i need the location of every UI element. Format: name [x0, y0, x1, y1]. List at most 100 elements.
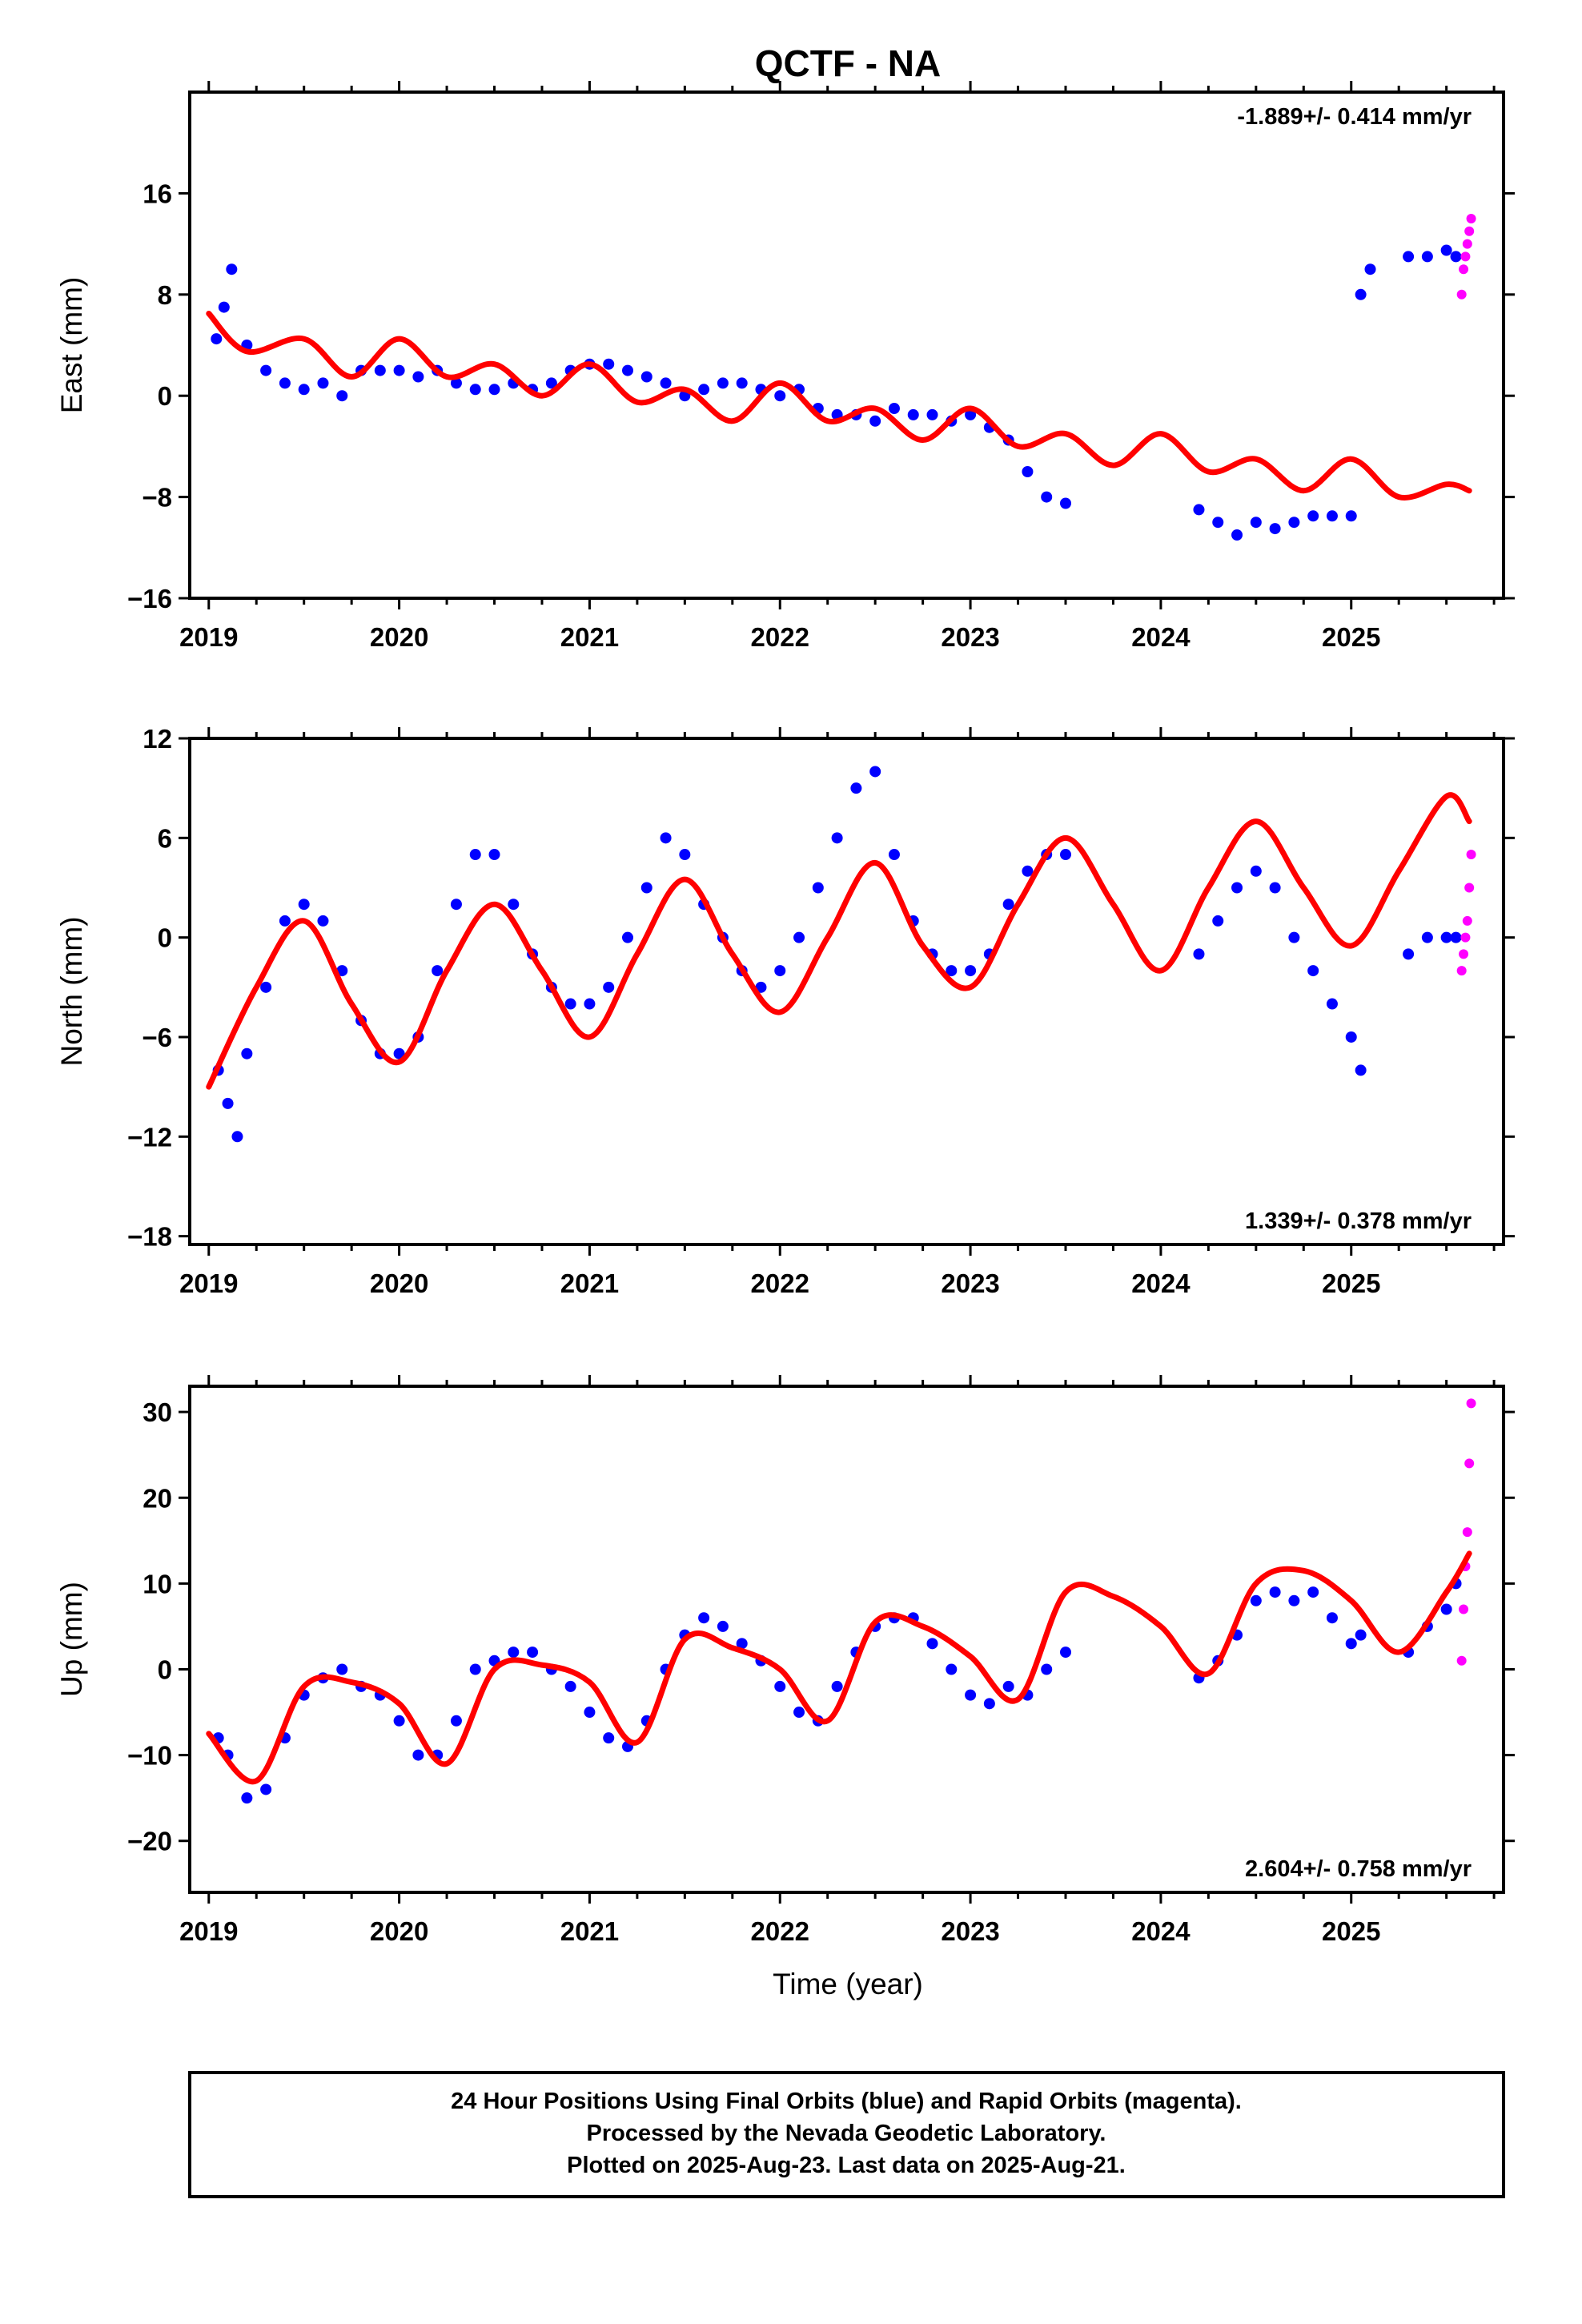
north-final-point — [1022, 865, 1034, 877]
footer-line-1: 24 Hour Positions Using Final Orbits (bl… — [451, 2089, 1242, 2114]
footer-line-3: Plotted on 2025-Aug-23. Last data on 202… — [567, 2153, 1126, 2178]
up-final-point — [1060, 1647, 1071, 1659]
east-final-point — [1345, 510, 1357, 522]
east-x-tick-label: 2023 — [941, 622, 999, 652]
up-final-point — [393, 1715, 405, 1727]
up-rapid-point — [1456, 1655, 1467, 1666]
east-final-point — [1403, 251, 1415, 263]
north-final-point — [1421, 931, 1433, 943]
up-y-tick-label: 0 — [158, 1655, 172, 1684]
up-final-point — [241, 1792, 253, 1804]
east-y-tick-label: −16 — [127, 584, 172, 613]
north-final-point — [755, 981, 767, 993]
north-final-point — [508, 899, 520, 911]
up-y-tick-label: −10 — [127, 1741, 172, 1771]
up-x-tick-label: 2025 — [1322, 1916, 1380, 1946]
east-final-point — [279, 377, 291, 389]
up-final-point — [774, 1680, 786, 1692]
east-rapid-point — [1459, 264, 1469, 275]
east-rapid-point — [1462, 239, 1472, 249]
north-final-point — [1231, 882, 1243, 894]
east-final-point — [888, 403, 900, 414]
north-x-tick-label: 2023 — [941, 1269, 999, 1298]
north-final-point — [850, 782, 862, 794]
north-final-point — [241, 1047, 253, 1059]
east-final-point — [1421, 251, 1433, 263]
east-y-tick-label: −8 — [142, 483, 172, 513]
east-x-tick-label: 2025 — [1322, 622, 1380, 652]
north-final-point — [1002, 899, 1014, 911]
east-y-tick-label: 16 — [143, 179, 172, 208]
up-y-tick-label: 30 — [143, 1397, 172, 1427]
east-final-point — [469, 384, 481, 396]
east-rapid-point — [1466, 214, 1476, 223]
east-final-point — [869, 415, 881, 427]
north-final-point — [1440, 931, 1452, 943]
east-final-point — [736, 377, 748, 389]
north-final-point — [469, 849, 481, 861]
east-final-point — [1060, 497, 1071, 509]
east-final-point — [1440, 244, 1452, 256]
east-final-point — [717, 377, 729, 389]
east-y-tick-label: 8 — [158, 280, 172, 310]
north-final-point — [450, 899, 462, 911]
up-plot-frame — [188, 1385, 1505, 1894]
east-final-point — [211, 333, 223, 345]
north-y-tick-label: 6 — [158, 823, 172, 853]
up-rapid-point — [1466, 1398, 1476, 1409]
footer-line-2: Processed by the Nevada Geodetic Laborat… — [587, 2121, 1106, 2146]
up-model-curve — [206, 1550, 1472, 1785]
east-final-point — [450, 377, 462, 389]
north-rate-label: 1.339+/- 0.378 mm/yr — [1245, 1208, 1472, 1234]
north-final-point — [393, 1047, 405, 1059]
north-x-tick-label: 2020 — [370, 1269, 428, 1298]
up-final-point — [717, 1620, 729, 1632]
east-final-point — [374, 364, 386, 376]
up-final-point — [1326, 1612, 1338, 1624]
east-x-tick-label: 2021 — [560, 622, 619, 652]
north-final-point — [1403, 948, 1415, 960]
east-final-point — [1250, 517, 1262, 529]
up-y-tick-label: 10 — [143, 1569, 172, 1598]
up-final-point — [412, 1749, 424, 1761]
east-plot-frame — [188, 90, 1505, 600]
up-rapid-point — [1462, 1527, 1472, 1538]
north-model-curve — [206, 792, 1472, 1090]
north-final-point — [1307, 965, 1319, 977]
north-x-tick-label: 2025 — [1322, 1269, 1380, 1298]
east-final-point — [226, 263, 238, 275]
north-y-tick-label: −6 — [142, 1023, 172, 1052]
north-final-point — [298, 899, 310, 911]
north-final-point — [1345, 1031, 1357, 1043]
up-final-point — [469, 1663, 481, 1675]
north-rapid-point — [1466, 850, 1476, 860]
north-plot-frame — [188, 737, 1505, 1246]
up-final-point — [1269, 1586, 1281, 1598]
up-final-point — [336, 1663, 348, 1675]
up-x-tick-label: 2024 — [1131, 1916, 1191, 1946]
east-final-point — [1364, 263, 1376, 275]
east-final-point — [603, 358, 615, 370]
up-x-tick-label: 2022 — [751, 1916, 809, 1946]
north-final-point — [1450, 931, 1462, 943]
north-rapid-point — [1464, 883, 1475, 893]
x-axis-label: Time (year) — [773, 1968, 923, 2000]
up-final-point — [1345, 1638, 1357, 1650]
north-y-axis-label: North (mm) — [55, 916, 88, 1066]
up-rapid-point — [1464, 1458, 1475, 1469]
east-final-point — [412, 371, 424, 383]
north-final-point — [1060, 849, 1071, 861]
north-final-point — [622, 931, 633, 943]
up-x-tick-label: 2020 — [370, 1916, 428, 1946]
east-final-point — [488, 384, 500, 396]
up-final-point — [1288, 1594, 1300, 1606]
east-model-curve — [206, 311, 1472, 501]
east-final-point — [622, 364, 633, 376]
north-final-point — [564, 998, 576, 1010]
north-final-point — [432, 965, 444, 977]
east-final-point — [1041, 491, 1053, 503]
north-final-point — [888, 849, 900, 861]
north-final-point — [793, 931, 805, 943]
north-final-point — [774, 965, 786, 977]
up-final-point — [831, 1680, 843, 1692]
